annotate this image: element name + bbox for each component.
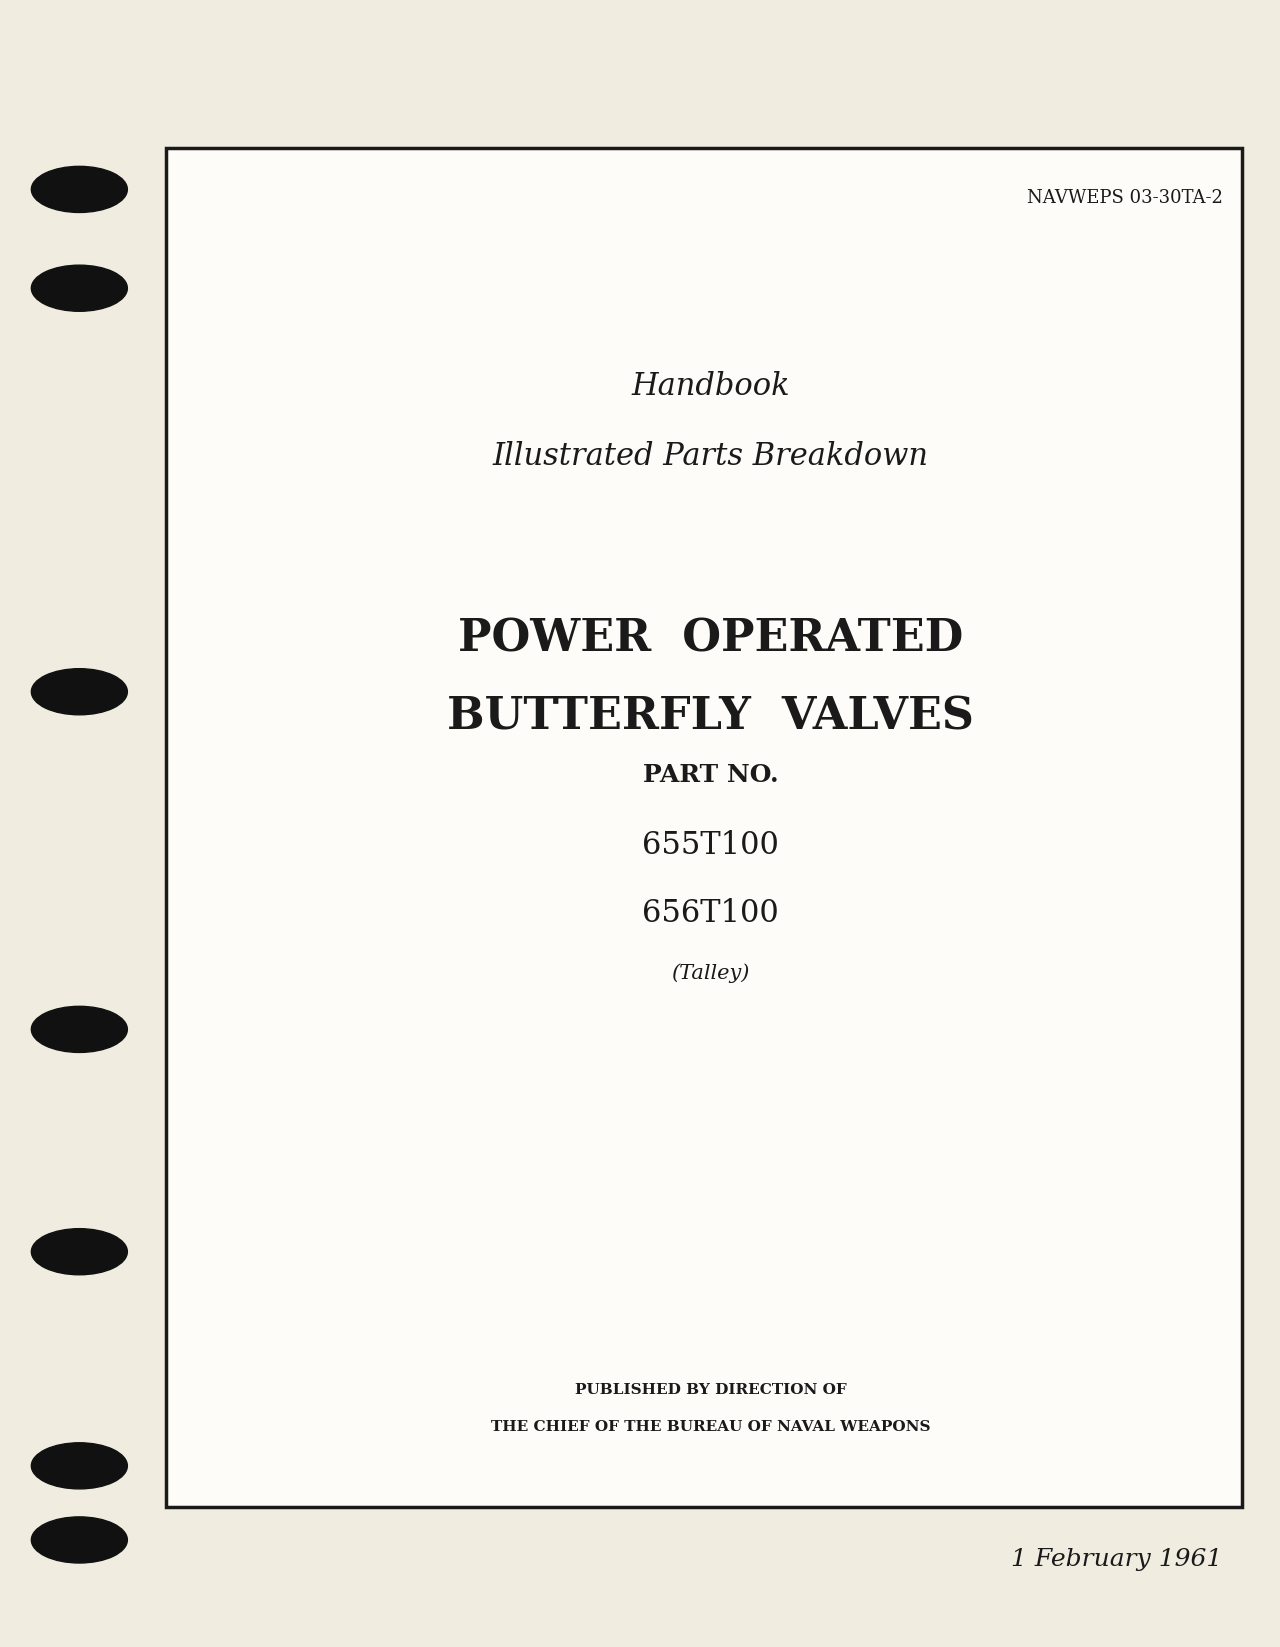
Text: Illustrated Parts Breakdown: Illustrated Parts Breakdown — [493, 441, 928, 473]
Text: (Talley): (Talley) — [671, 963, 750, 983]
Ellipse shape — [31, 265, 128, 311]
Ellipse shape — [31, 166, 128, 212]
Text: NAVWEPS 03-30TA-2: NAVWEPS 03-30TA-2 — [1027, 189, 1222, 208]
Ellipse shape — [31, 1229, 128, 1275]
Text: 656T100: 656T100 — [643, 898, 778, 929]
Ellipse shape — [31, 1443, 128, 1489]
Text: BUTTERFLY  VALVES: BUTTERFLY VALVES — [447, 695, 974, 738]
Text: 1 February 1961: 1 February 1961 — [1011, 1548, 1222, 1571]
Ellipse shape — [31, 1517, 128, 1563]
Text: PART NO.: PART NO. — [643, 763, 778, 787]
Text: 655T100: 655T100 — [643, 830, 778, 861]
Ellipse shape — [31, 1006, 128, 1052]
Text: POWER  OPERATED: POWER OPERATED — [458, 618, 963, 660]
Text: PUBLISHED BY DIRECTION OF: PUBLISHED BY DIRECTION OF — [575, 1383, 846, 1398]
Bar — [166, 148, 1242, 1507]
Text: THE CHIEF OF THE BUREAU OF NAVAL WEAPONS: THE CHIEF OF THE BUREAU OF NAVAL WEAPONS — [490, 1420, 931, 1435]
Ellipse shape — [31, 669, 128, 715]
Text: Handbook: Handbook — [631, 371, 790, 402]
